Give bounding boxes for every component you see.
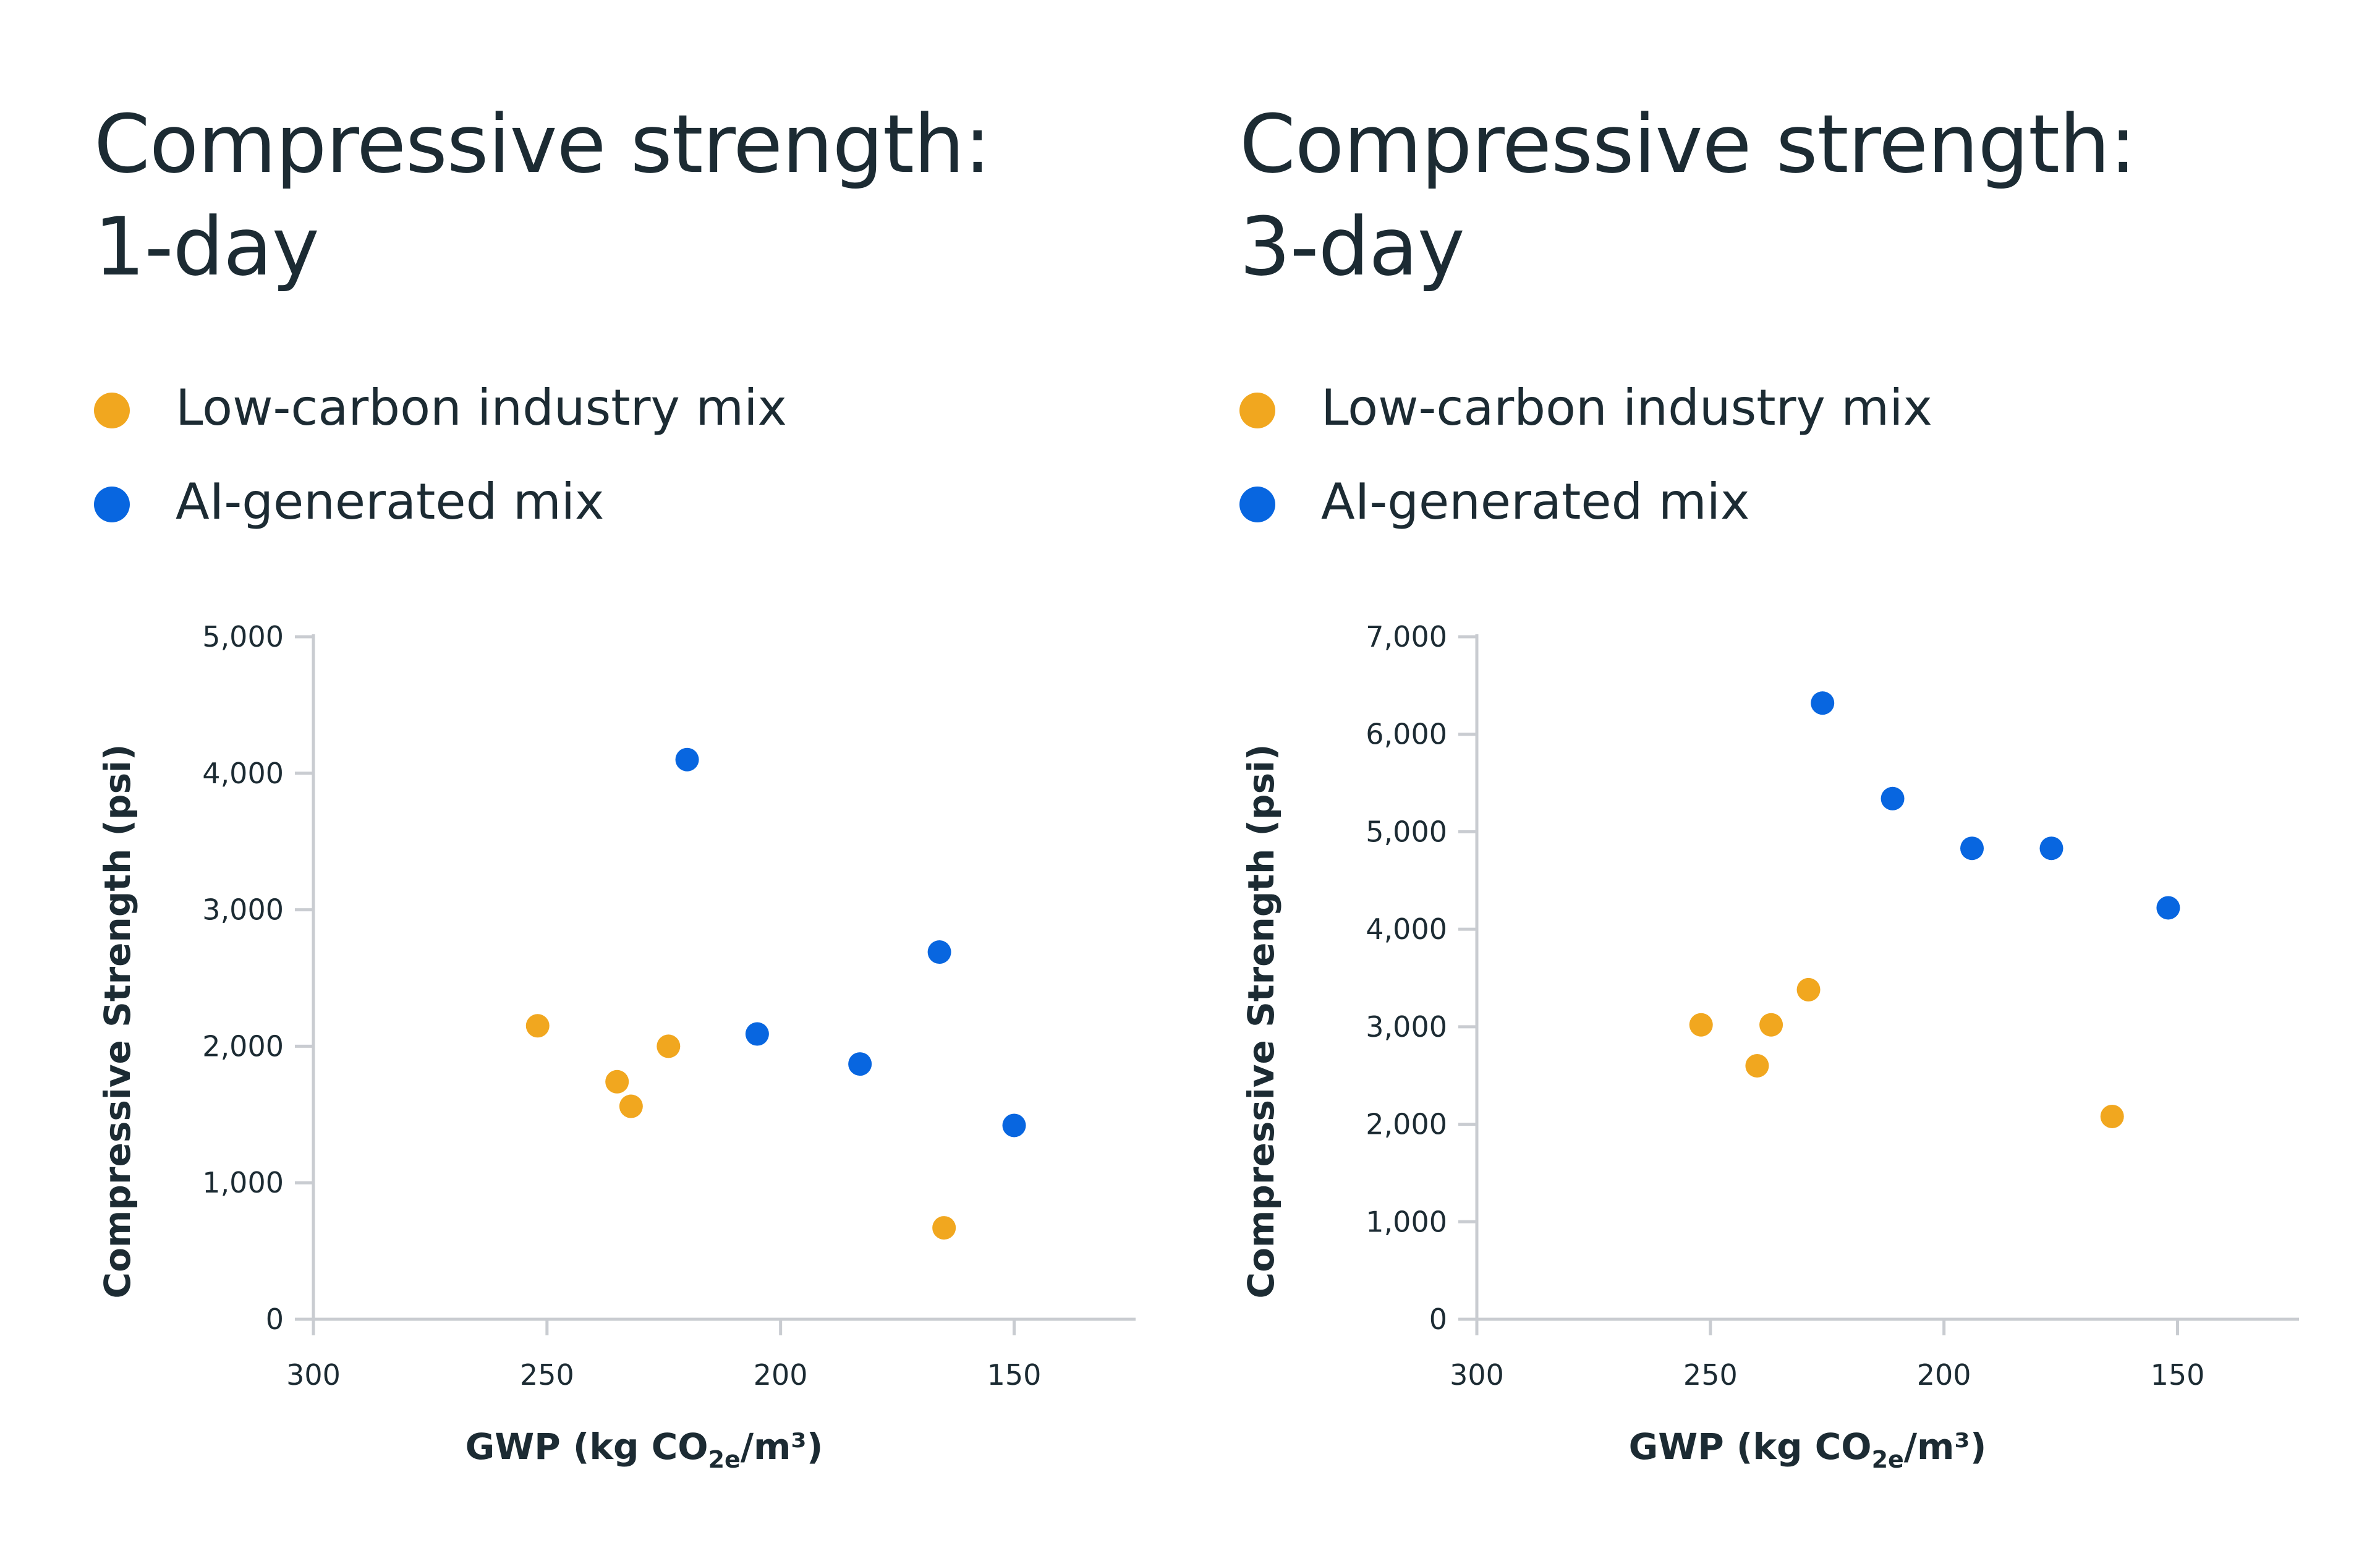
legend-swatch-low-carbon <box>1239 393 1275 428</box>
x-tick-label: 300 <box>1450 1358 1504 1392</box>
legend-label-low-carbon: Low-carbon industry mix <box>1321 379 1932 436</box>
y-tick-label: 3,000 <box>1366 1010 1447 1044</box>
data-point <box>2100 1104 2124 1128</box>
y-tick-label: 4,000 <box>202 757 284 790</box>
y-tick-label: 0 <box>266 1303 284 1336</box>
x-tick-label: 250 <box>1683 1358 1738 1392</box>
scatter-plot: 0 1,000 2,000 3,000 4,000 5,000 300 250 200 150 GW… <box>96 620 1136 1473</box>
x-tick-label: 150 <box>987 1358 1042 1392</box>
data-point <box>2039 836 2063 861</box>
data-point <box>1689 1013 1713 1037</box>
legend-item-ai-generated: AI-generated mix <box>94 468 1145 562</box>
y-tick-label: 5,000 <box>1366 815 1447 848</box>
chart-title-line-1: Compressive strength: <box>1239 97 2136 191</box>
x-tick-label: 250 <box>520 1358 574 1392</box>
y-axis-title: Compressive Strength (psi) <box>1240 744 1282 1299</box>
data-point <box>605 1070 629 1094</box>
y-tick-label: 2,000 <box>1366 1108 1447 1141</box>
legend-item-low-carbon: Low-carbon industry mix <box>94 374 1145 468</box>
legend-swatch-ai-generated <box>1239 487 1275 522</box>
chart-legend: Low-carbon industry mix AI-generated mix <box>94 374 1145 562</box>
y-tick-label: 0 <box>1429 1303 1447 1336</box>
legend-swatch-ai-generated <box>94 487 130 522</box>
series-low-carbon <box>525 1014 956 1240</box>
data-point <box>675 747 699 772</box>
series-ai-generated <box>1811 691 2180 920</box>
chart-title-line-2: 3-day <box>1239 200 1465 294</box>
y-tick-label: 6,000 <box>1366 718 1447 751</box>
x-tick-label: 300 <box>286 1358 341 1392</box>
y-tick-label: 1,000 <box>202 1166 284 1199</box>
x-axis-title: GWP (kg CO2e/m³) <box>1629 1426 1987 1473</box>
x-tick-label: 200 <box>754 1358 808 1392</box>
data-point <box>848 1052 872 1076</box>
y-tick-label: 4,000 <box>1366 912 1447 946</box>
legend-item-ai-generated: AI-generated mix <box>1239 468 2290 562</box>
legend-label-ai-generated: AI-generated mix <box>1321 473 1750 530</box>
chart-panel-1-day: Compressive strength: 1-day Low-carbon i… <box>0 0 1144 1548</box>
chart-title-line-1: Compressive strength: <box>94 97 991 191</box>
data-point <box>1960 836 1984 861</box>
y-axis-title: Compressive Strength (psi) <box>96 744 138 1299</box>
chart-title: Compressive strength: 1-day <box>94 93 1207 298</box>
series-low-carbon <box>1689 977 2124 1128</box>
data-point <box>1002 1113 1026 1138</box>
data-point <box>619 1094 643 1118</box>
y-tick-label: 2,000 <box>202 1029 284 1063</box>
data-point <box>1881 786 1905 810</box>
scatter-plot: 0 1,000 2,000 3,000 4,000 5,000 6,000 7,000 300 2… <box>1240 620 2299 1473</box>
data-point <box>1759 1013 1783 1037</box>
legend-label-low-carbon: Low-carbon industry mix <box>176 379 787 436</box>
y-tick-label: 1,000 <box>1366 1205 1447 1238</box>
chart-title-line-2: 1-day <box>94 200 320 294</box>
x-axis-title: GWP (kg CO2e/m³) <box>465 1426 823 1473</box>
y-tick-label: 5,000 <box>202 620 284 653</box>
chart-panel-3-day: Compressive strength: 3-day Low-carbon i… <box>1144 0 2299 1548</box>
series-ai-generated <box>675 747 1026 1138</box>
chart-title: Compressive strength: 3-day <box>1239 93 2352 298</box>
x-tick-label: 200 <box>1917 1358 1971 1392</box>
data-point <box>525 1014 550 1038</box>
data-point <box>1796 977 1821 1002</box>
x-tick-label: 150 <box>2151 1358 2205 1392</box>
data-point <box>657 1034 681 1058</box>
data-point <box>2156 896 2180 920</box>
legend-swatch-low-carbon <box>94 393 130 428</box>
chart-legend: Low-carbon industry mix AI-generated mix <box>1239 374 2290 562</box>
legend-label-ai-generated: AI-generated mix <box>176 473 605 530</box>
data-point <box>932 1216 956 1240</box>
data-point <box>745 1022 769 1046</box>
data-point <box>927 940 951 964</box>
y-tick-label: 7,000 <box>1366 620 1447 653</box>
data-point <box>1745 1053 1769 1078</box>
legend-item-low-carbon: Low-carbon industry mix <box>1239 374 2290 468</box>
data-point <box>1811 691 1835 715</box>
y-tick-label: 3,000 <box>202 893 284 927</box>
